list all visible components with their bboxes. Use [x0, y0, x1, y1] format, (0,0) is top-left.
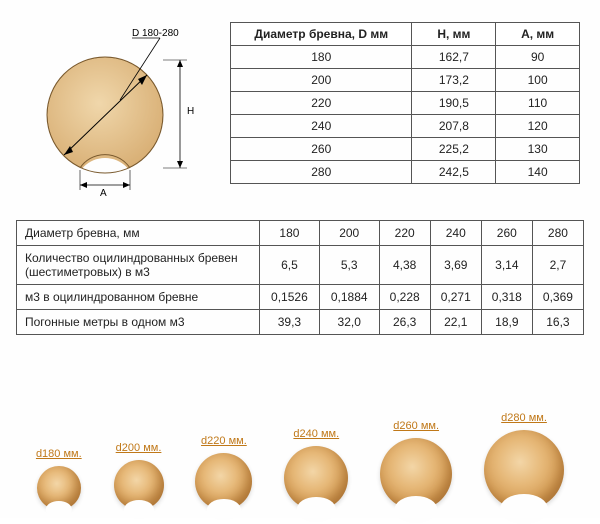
col-a: A, мм	[496, 23, 580, 46]
table-row: Количество оцилиндрованных бревен (шести…	[17, 246, 584, 285]
cell: 0,1884	[319, 285, 379, 310]
table-row: Погонные метры в одном м3 39,3 32,0 26,3…	[17, 310, 584, 335]
cell: 4,38	[379, 246, 430, 285]
cell: 16,3	[532, 310, 583, 335]
row-label: Количество оцилиндрованных бревен (шести…	[17, 246, 260, 285]
log-label: d180 мм.	[36, 448, 82, 460]
table-row: 220190,5110	[231, 92, 580, 115]
cell: 0,228	[379, 285, 430, 310]
cell: 242,5	[412, 161, 496, 184]
cell: 26,3	[379, 310, 430, 335]
cell: 240	[231, 115, 412, 138]
cell: 3,14	[481, 246, 532, 285]
cell: 220	[379, 221, 430, 246]
cell: 22,1	[430, 310, 481, 335]
cell: 32,0	[319, 310, 379, 335]
cell: 5,3	[319, 246, 379, 285]
log-circle-icon	[484, 430, 564, 510]
cell: 110	[496, 92, 580, 115]
col-d: Диаметр бревна, D мм	[231, 23, 412, 46]
cell: 280	[231, 161, 412, 184]
table-header-row: Диаметр бревна, D мм H, мм A, мм	[231, 23, 580, 46]
cell: 90	[496, 46, 580, 69]
specifications-table: Диаметр бревна, мм 180 200 220 240 260 2…	[16, 220, 584, 335]
row-label: Погонные метры в одном м3	[17, 310, 260, 335]
log-label: d280 мм.	[501, 412, 547, 424]
cell: 0,271	[430, 285, 481, 310]
page-root: D 180-280 H A Диаметр бревна, D мм H, мм…	[0, 0, 600, 518]
log-size-visuals: d180 мм. d200 мм. d220 мм. d240 мм. d260…	[20, 400, 580, 510]
cell: 260	[481, 221, 532, 246]
dimensions-table: Диаметр бревна, D мм H, мм A, мм 180162,…	[230, 22, 580, 184]
log-circle-icon	[284, 446, 348, 510]
log-label: d260 мм.	[393, 420, 439, 432]
log-label: d240 мм.	[293, 428, 339, 440]
cell: 0,318	[481, 285, 532, 310]
log-item: d200 мм.	[114, 442, 164, 510]
cell: 6,5	[260, 246, 320, 285]
cell: 3,69	[430, 246, 481, 285]
log-item: d280 мм.	[484, 412, 564, 510]
cell: 130	[496, 138, 580, 161]
table-row: 240207,8120	[231, 115, 580, 138]
row-label: м3 в оцилиндрованном бревне	[17, 285, 260, 310]
cell: 180	[260, 221, 320, 246]
cell: 190,5	[412, 92, 496, 115]
log-item: d260 мм.	[380, 420, 452, 510]
cell: 100	[496, 69, 580, 92]
log-label: d220 мм.	[201, 435, 247, 447]
cell: 240	[430, 221, 481, 246]
log-circle-icon	[380, 438, 452, 510]
diagram-a-label: A	[100, 188, 107, 199]
cell: 260	[231, 138, 412, 161]
cell: 120	[496, 115, 580, 138]
cell: 0,1526	[260, 285, 320, 310]
cell: 39,3	[260, 310, 320, 335]
cell: 162,7	[412, 46, 496, 69]
table-row: 280242,5140	[231, 161, 580, 184]
diagram-d-label: D 180-280	[132, 28, 179, 39]
cell: 180	[231, 46, 412, 69]
table-row: Диаметр бревна, мм 180 200 220 240 260 2…	[17, 221, 584, 246]
table-row: 260225,2130	[231, 138, 580, 161]
log-circle-icon	[37, 466, 81, 510]
row-label: Диаметр бревна, мм	[17, 221, 260, 246]
dimensions-table-body: 180162,790 200173,2100 220190,5110 24020…	[231, 46, 580, 184]
log-label: d200 мм.	[116, 442, 162, 454]
log-cross-section-diagram: D 180-280 H A	[20, 20, 210, 200]
log-item: d180 мм.	[36, 448, 82, 510]
diagram-h-label: H	[187, 106, 194, 117]
table-row: 200173,2100	[231, 69, 580, 92]
cell: 173,2	[412, 69, 496, 92]
cell: 280	[532, 221, 583, 246]
table-row: м3 в оцилиндрованном бревне 0,1526 0,188…	[17, 285, 584, 310]
cell: 200	[231, 69, 412, 92]
log-circle-icon	[114, 460, 164, 510]
col-h: H, мм	[412, 23, 496, 46]
cell: 220	[231, 92, 412, 115]
log-item: d240 мм.	[284, 428, 348, 510]
log-circle-icon	[195, 453, 252, 510]
cell: 18,9	[481, 310, 532, 335]
cell: 207,8	[412, 115, 496, 138]
table-row: 180162,790	[231, 46, 580, 69]
cell: 2,7	[532, 246, 583, 285]
cell: 140	[496, 161, 580, 184]
cell: 0,369	[532, 285, 583, 310]
log-item: d220 мм.	[195, 435, 252, 510]
cell: 225,2	[412, 138, 496, 161]
cell: 200	[319, 221, 379, 246]
